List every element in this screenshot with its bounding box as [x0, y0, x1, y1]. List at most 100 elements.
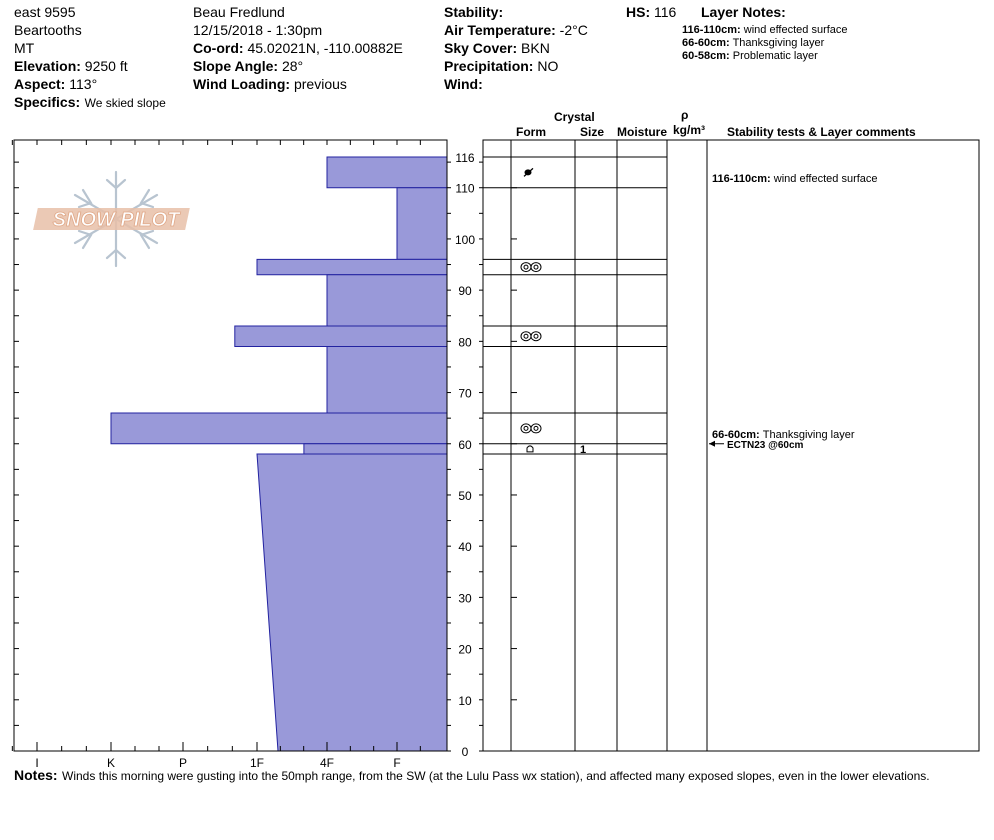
- stability-test-result: ECTN23 @60cm: [727, 440, 804, 451]
- notes-label: Notes:: [14, 767, 58, 783]
- surface-hoar-icon: [520, 423, 532, 434]
- hardness-tick-label: I: [35, 756, 38, 770]
- hardness-layer-bar: [256, 453, 448, 752]
- height-tick-label: 60: [458, 438, 472, 452]
- hardness-tick-label: F: [393, 756, 400, 770]
- layer-comment-range: 116-110cm:: [712, 173, 774, 185]
- wind-loading-row: Wind Loading: previous: [193, 76, 347, 92]
- surface-hoar-icon: [530, 423, 542, 434]
- stability-comments-header: Stability tests & Layer comments: [727, 125, 916, 139]
- logo-text: SNOW PILOT: [53, 209, 181, 231]
- wind-loading-value: previous: [293, 76, 347, 92]
- elevation-row: Elevation: 9250 ft: [14, 58, 128, 74]
- site-name: east 9595: [14, 4, 76, 20]
- layer-note-range: 60-58cm:: [682, 50, 730, 62]
- grain-size-value: 1: [580, 444, 586, 456]
- height-tick-label: 0: [462, 745, 469, 759]
- hs-row: HS: 116: [626, 4, 676, 20]
- coord-label: Co-ord:: [193, 40, 244, 56]
- sky-row: Sky Cover: BKN: [444, 40, 550, 56]
- height-tick-label: 110: [455, 182, 474, 196]
- notes-text: Winds this morning were gusting into the…: [62, 769, 930, 783]
- grain-table-frame: [482, 139, 980, 752]
- coord-row: Co-ord: 45.02021N, -110.00882E: [193, 40, 403, 56]
- logo-banner: [33, 208, 190, 230]
- layer-note-text: Thanksgiving layer: [732, 37, 825, 49]
- specifics-row: Specifics: We skied slope: [14, 94, 166, 112]
- slope-label: Slope Angle:: [193, 58, 279, 74]
- specifics-label: Specifics:: [14, 94, 81, 110]
- specifics-value: We skied slope: [84, 96, 166, 110]
- layer-comment: 66-60cm: Thanksgiving layer: [712, 429, 855, 441]
- elevation-value: 9250 ft: [84, 58, 128, 74]
- wind-crust-icon: [523, 167, 534, 177]
- hardness-layer-bar: [326, 345, 448, 414]
- hardness-tick-label: 1F: [250, 756, 264, 770]
- layer-note-range: 116-110cm:: [682, 24, 741, 36]
- layer-note-text: wind effected surface: [743, 24, 848, 36]
- layer-comment-text: wind effected surface: [773, 173, 878, 185]
- surface-hoar-icon: [523, 264, 529, 270]
- aspect-value: 113°: [69, 76, 98, 92]
- hardness-layer-bar: [303, 443, 448, 455]
- hardness-layer-bar: [326, 274, 448, 327]
- surface-hoar-icon: [523, 425, 529, 431]
- precip-label: Precipitation:: [444, 58, 534, 74]
- sky-value: BKN: [521, 40, 550, 56]
- aspect-label: Aspect:: [14, 76, 66, 92]
- height-tick-label: 10: [458, 694, 472, 708]
- slope-value: 28°: [281, 58, 304, 74]
- layer-note-text: Problematic layer: [732, 50, 818, 62]
- height-tick-label: 70: [458, 387, 472, 401]
- notes-row: Notes: Winds this morning were gusting i…: [14, 767, 930, 785]
- precip-value: NO: [537, 58, 559, 74]
- grain-table: 1: [483, 156, 667, 456]
- layer-comment-range: 66-60cm:: [712, 429, 763, 441]
- height-tick-label: 40: [458, 540, 472, 554]
- faceted-grain-icon: [526, 445, 534, 453]
- moisture-header: Moisture: [617, 125, 668, 139]
- layer-comments: 116-110cm: wind effected surface 66-60cm:…: [709, 173, 878, 451]
- hardness-tick-label: 4F: [320, 756, 334, 770]
- coord-value: 45.02021N, -110.00882E: [247, 40, 403, 56]
- stability-label: Stability:: [444, 4, 504, 20]
- surface-hoar-icon: [523, 333, 529, 339]
- layer-note-3: 60-58cm: Problematic layer: [682, 50, 818, 62]
- snowpilot-logo: SNOW PILOT: [33, 170, 190, 268]
- crystal-header: Crystal: [554, 110, 595, 124]
- surface-hoar-icon: [533, 425, 539, 431]
- state: MT: [14, 40, 35, 56]
- elevation-label: Elevation:: [14, 58, 81, 74]
- surface-hoar-icon: [530, 331, 542, 342]
- hs-label: HS:: [626, 4, 651, 20]
- mountain-range: Beartooths: [14, 22, 82, 38]
- surface-hoar-icon: [533, 333, 539, 339]
- hardness-layer-bar: [234, 325, 448, 347]
- aspect-row: Aspect: 113°: [14, 76, 97, 92]
- height-tick-label: 116: [455, 151, 474, 165]
- height-tick-label: 20: [458, 643, 472, 657]
- hardness-layer-bar: [256, 258, 448, 276]
- height-tick-label: 30: [458, 591, 472, 605]
- height-tick-label: 50: [458, 489, 472, 503]
- test-arrow-head: [709, 440, 715, 447]
- wind-label: Wind:: [444, 76, 483, 92]
- height-tick-label: 100: [455, 233, 475, 247]
- layer-note-2: 66-60cm: Thanksgiving layer: [682, 37, 824, 49]
- air-temp-row: Air Temperature: -2°C: [444, 22, 588, 38]
- height-tick-label: 80: [458, 335, 472, 349]
- layer-note-range: 66-60cm:: [682, 37, 730, 49]
- surface-hoar-icon: [533, 264, 539, 270]
- surface-hoar-icon: [520, 331, 532, 342]
- hardness-layer-bar: [396, 187, 448, 260]
- precip-row: Precipitation: NO: [444, 58, 558, 74]
- hardness-tick-label: K: [107, 756, 115, 770]
- hardness-layer-bar: [110, 412, 448, 445]
- layer-comment-text: Thanksgiving layer: [763, 429, 855, 441]
- observation-datetime: 12/15/2018 - 1:30pm: [193, 22, 323, 38]
- hardness-layer-bar: [326, 156, 448, 189]
- hardness-tick-label: P: [179, 756, 187, 770]
- density-unit-header: kg/m³: [673, 123, 706, 137]
- chart-frames: I K P 1F 4F F 0 10 20 30 40 50 60 70 80 90 100 110 116: [11, 139, 980, 770]
